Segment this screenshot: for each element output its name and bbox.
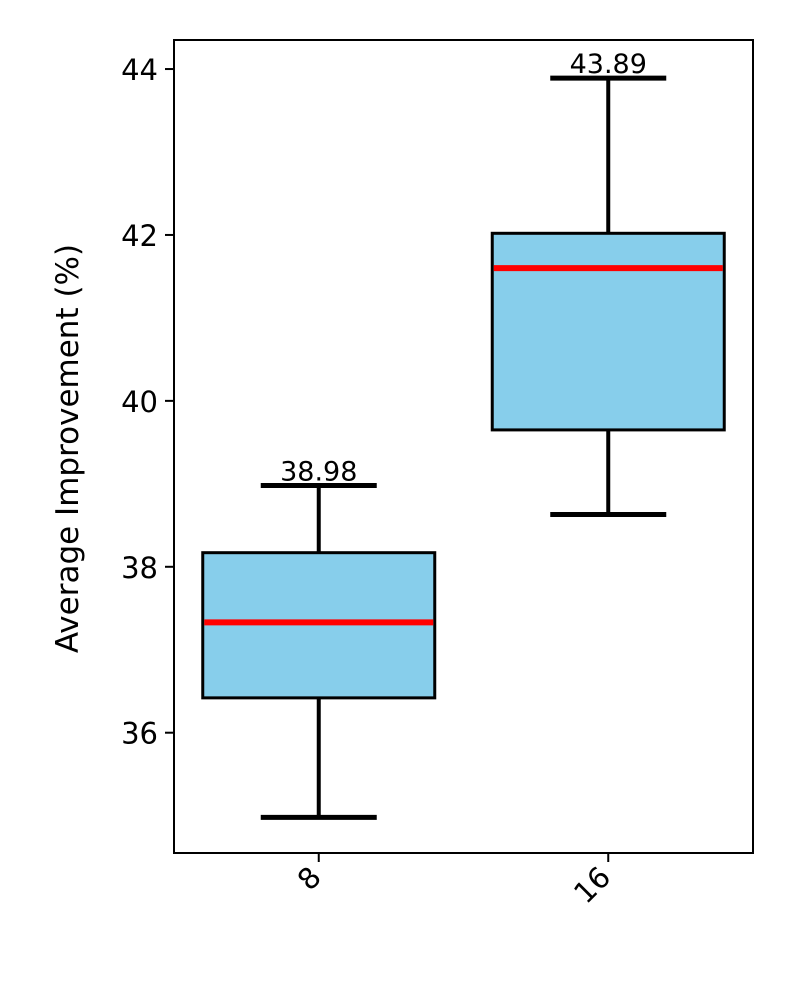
box-group-8: 38.98 <box>201 456 437 820</box>
y-tick-label-38: 38 <box>121 551 158 585</box>
x-axis: 8 16 <box>291 853 617 910</box>
plot-area-frame <box>173 39 754 854</box>
y-tick-label-44: 44 <box>121 53 158 87</box>
max-label-16: 43.89 <box>570 49 647 80</box>
y-axis: 36 38 40 42 44 <box>121 53 174 751</box>
y-axis-label: Average Improvement (%) <box>50 244 86 653</box>
y-tick-label-42: 42 <box>121 219 158 253</box>
x-tick-label-16: 16 <box>567 860 617 910</box>
max-label-8: 38.98 <box>280 456 357 487</box>
x-tick-label-8: 8 <box>291 860 328 897</box>
boxes-layer: 38.98 43.89 <box>201 49 726 820</box>
y-tick-label-36: 36 <box>121 717 158 751</box>
y-tick-label-40: 40 <box>121 385 158 419</box>
box-group-16: 43.89 <box>490 49 726 518</box>
box-16 <box>490 231 726 432</box>
